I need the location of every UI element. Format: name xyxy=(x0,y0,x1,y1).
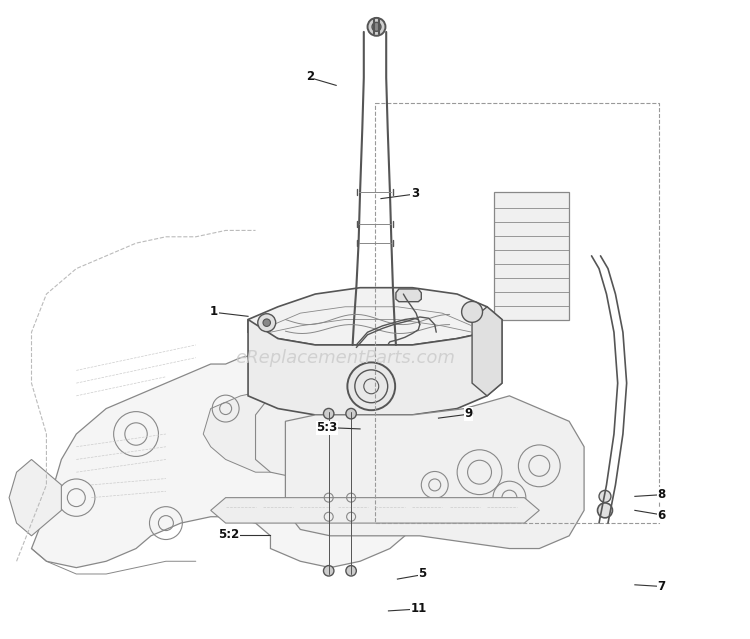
Circle shape xyxy=(263,319,271,327)
Polygon shape xyxy=(248,288,502,345)
Circle shape xyxy=(346,566,356,576)
Circle shape xyxy=(461,302,482,322)
Text: eReplacementParts.com: eReplacementParts.com xyxy=(236,349,455,367)
Text: 3: 3 xyxy=(411,187,419,200)
Polygon shape xyxy=(248,320,502,415)
Polygon shape xyxy=(203,390,345,472)
Circle shape xyxy=(368,18,386,36)
Polygon shape xyxy=(256,390,345,479)
Text: 6: 6 xyxy=(657,509,665,522)
Polygon shape xyxy=(32,345,405,567)
Text: 5: 5 xyxy=(419,567,427,580)
Text: 8: 8 xyxy=(657,488,665,501)
Circle shape xyxy=(346,408,356,419)
Text: 11: 11 xyxy=(411,603,427,615)
Circle shape xyxy=(323,566,334,576)
Text: 2: 2 xyxy=(306,70,314,83)
Text: 1: 1 xyxy=(210,305,218,318)
Polygon shape xyxy=(494,192,569,320)
Text: 5:3: 5:3 xyxy=(316,421,338,434)
Circle shape xyxy=(347,362,395,410)
Circle shape xyxy=(372,22,381,31)
Polygon shape xyxy=(286,396,584,548)
Text: 5:2: 5:2 xyxy=(217,528,239,541)
Polygon shape xyxy=(472,307,502,396)
Polygon shape xyxy=(271,364,300,383)
Circle shape xyxy=(599,490,611,502)
Polygon shape xyxy=(211,498,539,523)
Circle shape xyxy=(258,314,276,332)
Circle shape xyxy=(323,408,334,419)
Text: 7: 7 xyxy=(657,580,665,593)
Polygon shape xyxy=(9,459,62,536)
Text: 9: 9 xyxy=(464,407,472,420)
Polygon shape xyxy=(396,289,422,302)
Circle shape xyxy=(598,503,613,518)
